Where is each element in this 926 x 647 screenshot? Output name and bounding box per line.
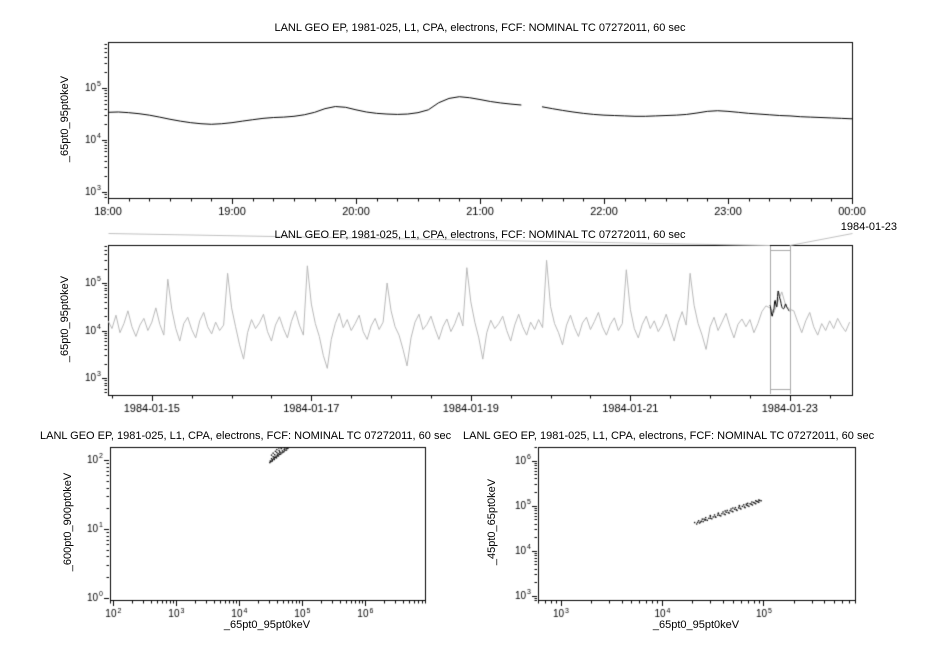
panel3-x-axis-label: _65pt0_95pt0keV [223, 619, 311, 631]
panel1-context-date-label: 1984-01-23 [840, 221, 897, 233]
panel3-y-axis-label: _600pt0_900pt0keV [62, 472, 74, 572]
panel4-x-axis-label: _65pt0_95pt0keV [652, 619, 740, 631]
panel4-y-axis-label: _45pt0_65pt0keV [486, 478, 498, 566]
panel1-plot-area[interactable] [108, 42, 852, 198]
panel3-title: LANL GEO EP, 1981-025, L1, CPA, electron… [40, 430, 452, 442]
panel1-title: LANL GEO EP, 1981-025, L1, CPA, electron… [274, 22, 686, 34]
context-selection-box[interactable] [770, 245, 790, 395]
panel3-plot-area[interactable] [110, 447, 425, 600]
panel1-y-axis-label: _65pt0_95pt0keV [59, 75, 71, 163]
panel2-y-axis-label: _65pt0_95pt0keV [59, 275, 71, 363]
panel4-plot-area[interactable] [538, 447, 855, 600]
panel2-title: LANL GEO EP, 1981-025, L1, CPA, electron… [274, 229, 686, 241]
panel4-title: LANL GEO EP, 1981-025, L1, CPA, electron… [463, 430, 875, 442]
panel2-context-plot-area[interactable] [108, 245, 852, 395]
